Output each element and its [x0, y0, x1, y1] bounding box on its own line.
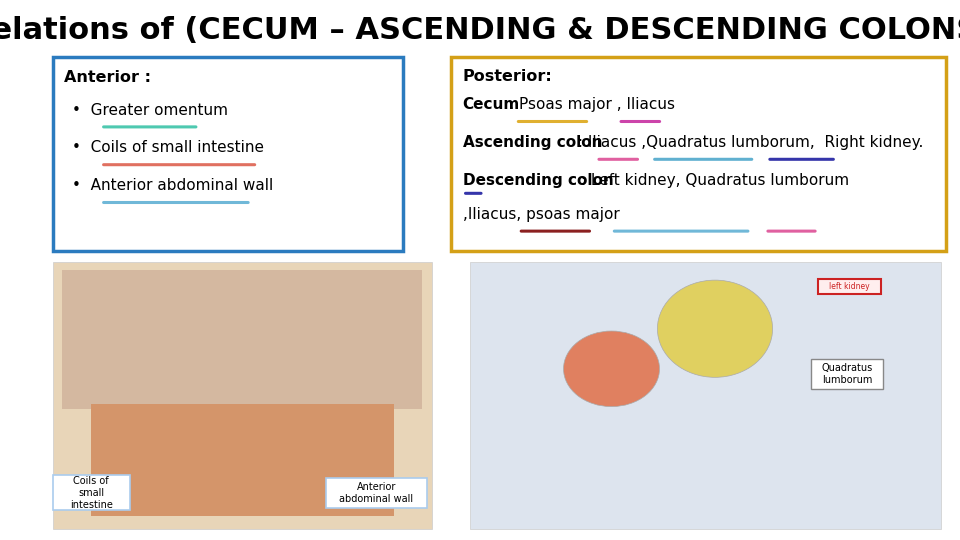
- Text: Ascending colon: Ascending colon: [463, 135, 602, 150]
- Text: •  Coils of small intestine: • Coils of small intestine: [72, 140, 264, 156]
- FancyBboxPatch shape: [53, 57, 403, 251]
- Text: •  Greater omentum: • Greater omentum: [72, 103, 228, 118]
- Text: Anterior
abdominal wall: Anterior abdominal wall: [339, 482, 414, 504]
- Text: Anterior :: Anterior :: [64, 70, 152, 85]
- Text: : Psoas major , Iliacus: : Psoas major , Iliacus: [509, 97, 675, 112]
- FancyBboxPatch shape: [53, 262, 432, 529]
- Text: Quadratus
lumborum: Quadratus lumborum: [822, 363, 873, 385]
- Text: : Iliacus ,Quadratus lumborum,  Right kidney.: : Iliacus ,Quadratus lumborum, Right kid…: [573, 135, 924, 150]
- Text: : Left kidney, Quadratus lumborum: : Left kidney, Quadratus lumborum: [576, 173, 850, 188]
- FancyBboxPatch shape: [819, 279, 881, 294]
- Ellipse shape: [658, 280, 773, 377]
- Text: Posterior:: Posterior:: [463, 69, 552, 84]
- FancyBboxPatch shape: [326, 478, 427, 508]
- FancyBboxPatch shape: [451, 57, 946, 251]
- FancyBboxPatch shape: [53, 475, 130, 510]
- Text: Cecum: Cecum: [463, 97, 520, 112]
- Text: •  Anterior abdominal wall: • Anterior abdominal wall: [72, 178, 274, 193]
- Text: ,Iliacus, psoas major: ,Iliacus, psoas major: [463, 207, 619, 222]
- FancyBboxPatch shape: [470, 262, 941, 529]
- Text: Coils of
small
intestine: Coils of small intestine: [70, 476, 112, 510]
- Text: Descending colon: Descending colon: [463, 173, 613, 188]
- Text: left kidney: left kidney: [828, 282, 870, 291]
- FancyBboxPatch shape: [91, 403, 394, 516]
- Ellipse shape: [564, 331, 660, 407]
- FancyBboxPatch shape: [811, 359, 883, 389]
- Text: Relations of (CECUM – ASCENDING & DESCENDING COLONS): Relations of (CECUM – ASCENDING & DESCEN…: [0, 16, 960, 45]
- FancyBboxPatch shape: [62, 270, 422, 409]
